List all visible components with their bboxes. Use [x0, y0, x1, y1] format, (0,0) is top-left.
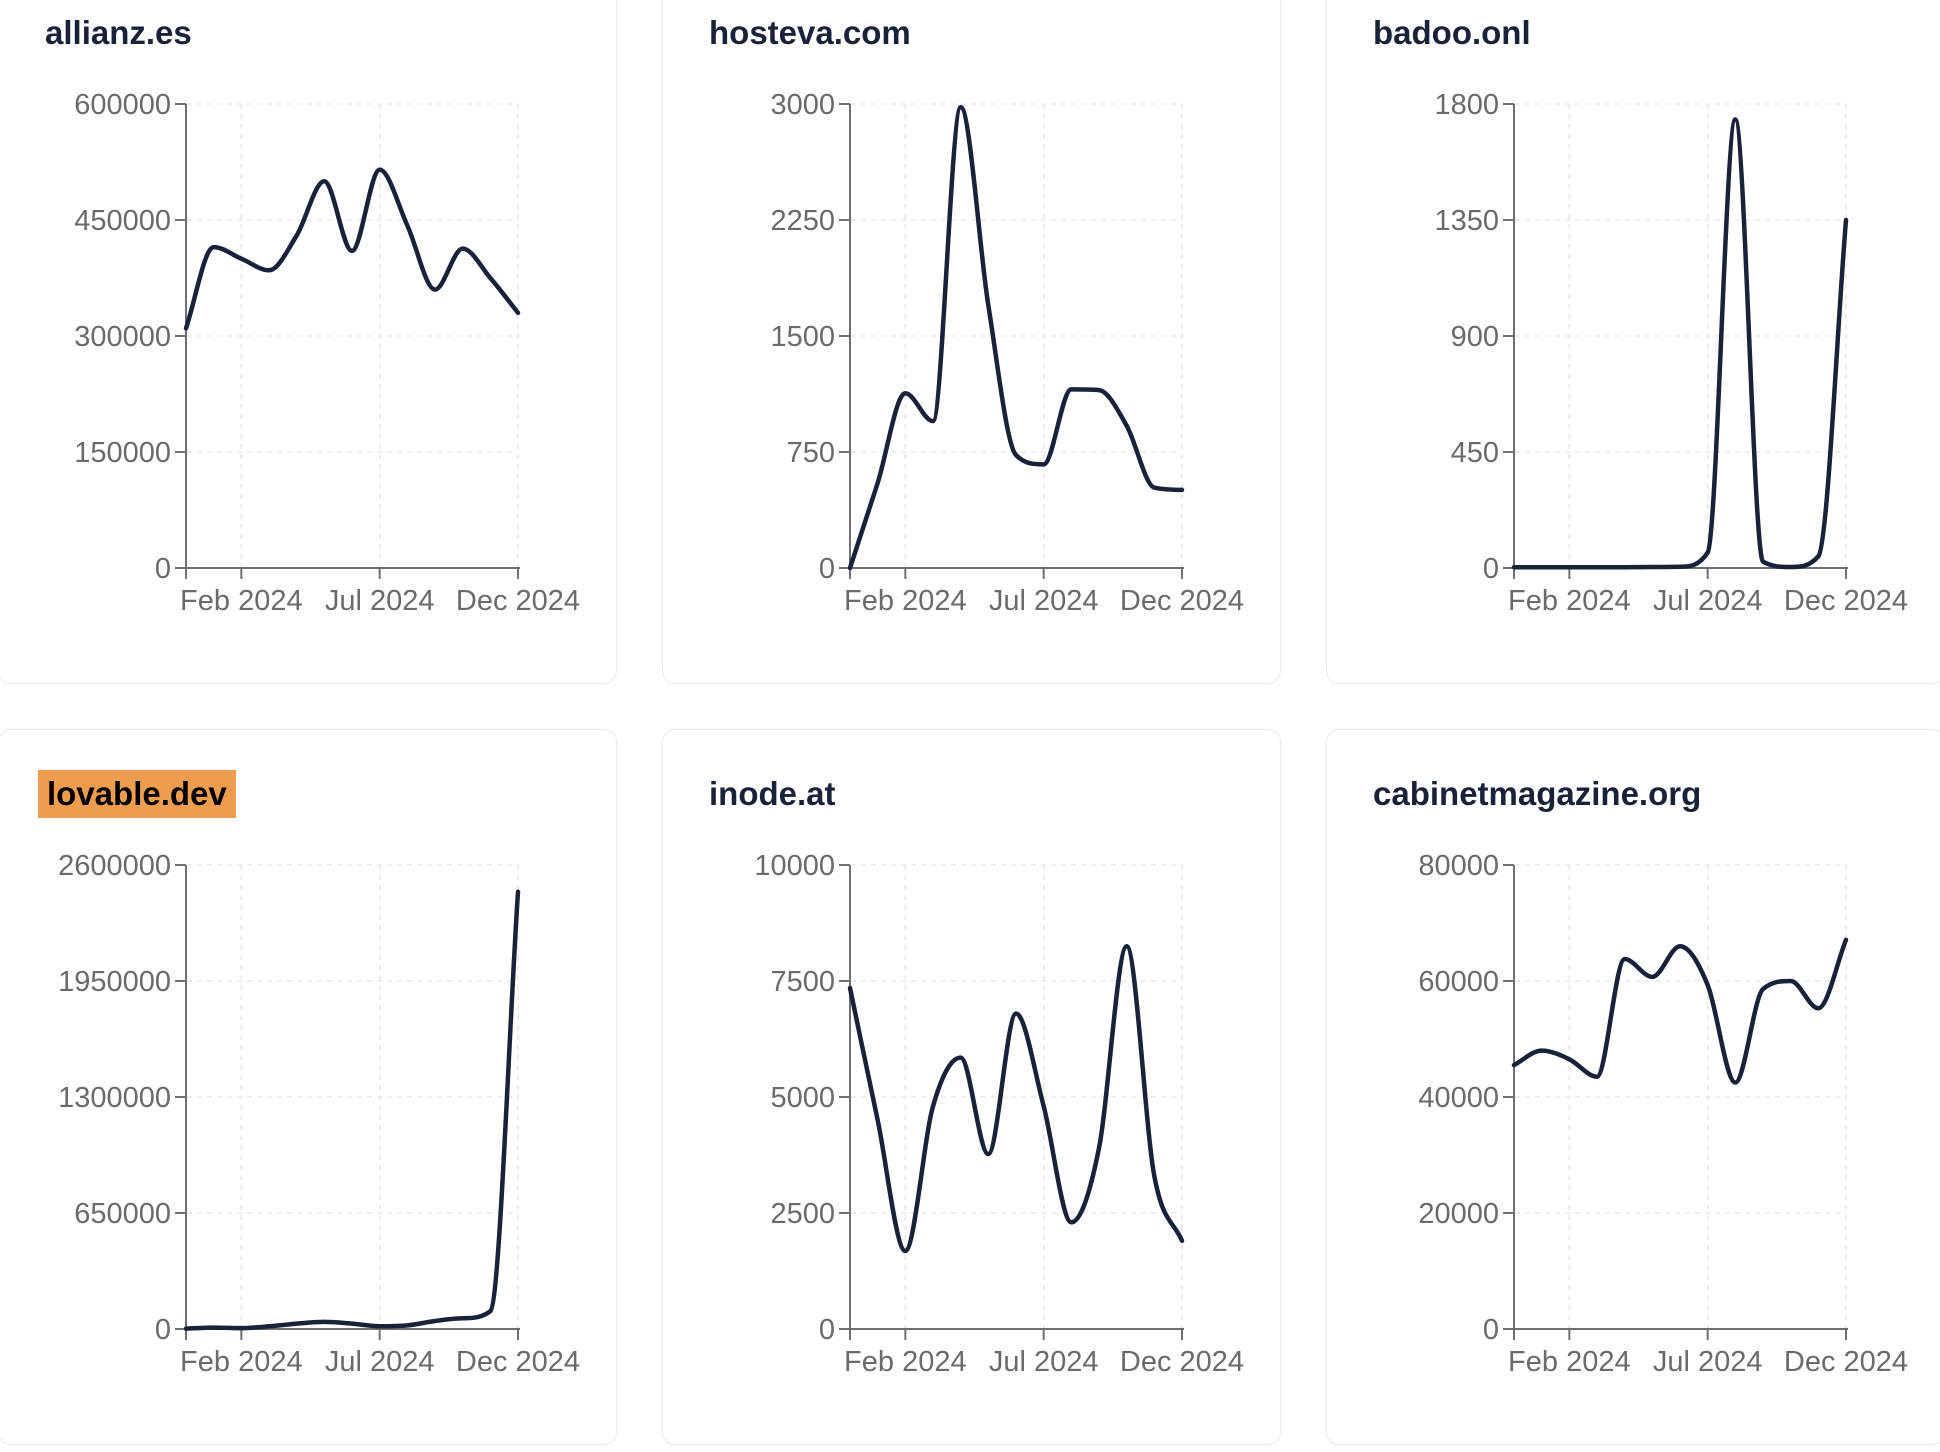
data-line: [1511, 937, 1849, 1085]
y-tick-label: 450: [1451, 437, 1499, 469]
data-line: [1511, 117, 1849, 570]
line-chart: 0 20000 40000 60000 80000 Feb 2024 Jul 2024 Dec…: [1418, 850, 1908, 1378]
chart-card: allianz.es 0 150000 300000 450000 600000 Feb …: [0, 0, 617, 684]
y-tick-label: 900: [1451, 321, 1499, 353]
y-tick-label: 150000: [74, 437, 171, 469]
x-tick-label: Jul 2024: [325, 585, 435, 617]
y-tick-label: 0: [1483, 553, 1499, 585]
chart-card: lovable.dev 0 650000 1300000 1950000 2600000…: [0, 729, 617, 1445]
y-tick-label: 0: [155, 553, 171, 585]
chart-title: allianz.es: [45, 13, 192, 53]
x-tick-label: Feb 2024: [1508, 1346, 1631, 1378]
chart-title-text: hosteva.com: [709, 14, 911, 51]
y-tick-label: 1500: [770, 321, 835, 353]
chart-card: cabinetmagazine.org 0 20000 40000 60000 8000…: [1326, 729, 1940, 1445]
line-chart: 0 450 900 1350 1800 Feb 2024 Jul 2024 Dec 2024: [1434, 89, 1908, 617]
y-tick-label: 2500: [770, 1198, 835, 1230]
y-tick-label: 1300000: [58, 1082, 171, 1114]
chart-card: hosteva.com 0 750 1500 2250 3000 Feb 2024 Jul …: [662, 0, 1281, 684]
chart-title: lovable.dev: [38, 770, 236, 818]
y-tick-label: 650000: [74, 1198, 171, 1230]
x-tick-label: Dec 2024: [456, 585, 580, 617]
chart-title: badoo.onl: [1373, 13, 1531, 53]
y-tick-label: 7500: [770, 966, 835, 998]
chart-card: badoo.onl 0 450 900 1350 1800 Feb 2024 Jul 202…: [1326, 0, 1940, 684]
y-tick-label: 600000: [74, 89, 171, 121]
y-tick-label: 0: [1483, 1314, 1499, 1346]
x-tick-label: Feb 2024: [844, 585, 967, 617]
y-tick-label: 750: [787, 437, 835, 469]
x-tick-label: Dec 2024: [1784, 585, 1908, 617]
y-tick-label: 60000: [1418, 966, 1499, 998]
y-tick-label: 20000: [1418, 1198, 1499, 1230]
x-tick-label: Feb 2024: [180, 1346, 303, 1378]
y-tick-label: 3000: [770, 89, 835, 121]
chart-title-text: badoo.onl: [1373, 14, 1531, 51]
line-chart: 0 2500 5000 7500 10000 Feb 2024 Jul 2024 Dec 20…: [754, 850, 1244, 1378]
x-tick-label: Feb 2024: [1508, 585, 1631, 617]
y-tick-label: 300000: [74, 321, 171, 353]
x-tick-label: Dec 2024: [1784, 1346, 1908, 1378]
line-chart: 0 150000 300000 450000 600000 Feb 2024 Jul 202…: [74, 89, 580, 617]
chart-title-text: allianz.es: [45, 14, 192, 51]
y-tick-label: 80000: [1418, 850, 1499, 882]
chart-title-text-highlighted: lovable.dev: [38, 770, 236, 818]
y-tick-label: 10000: [754, 850, 835, 882]
x-tick-label: Dec 2024: [1120, 585, 1244, 617]
data-line: [183, 167, 521, 331]
chart-title-text: cabinetmagazine.org: [1373, 775, 1702, 812]
x-tick-label: Feb 2024: [844, 1346, 967, 1378]
x-tick-label: Feb 2024: [180, 585, 303, 617]
x-tick-label: Dec 2024: [1120, 1346, 1244, 1378]
y-tick-label: 2250: [770, 205, 835, 237]
data-line: [847, 104, 1185, 571]
y-tick-label: 0: [155, 1314, 171, 1346]
y-tick-label: 0: [819, 1314, 835, 1346]
chart-title: hosteva.com: [709, 13, 911, 53]
data-line: [847, 943, 1185, 1254]
y-tick-label: 450000: [74, 205, 171, 237]
chart-card: inode.at 0 2500 5000 7500 10000 Feb 2024 Jul 2…: [662, 729, 1281, 1445]
x-tick-label: Jul 2024: [1653, 1346, 1763, 1378]
x-tick-label: Jul 2024: [989, 585, 1099, 617]
chart-title: inode.at: [709, 774, 836, 814]
line-chart: 0 750 1500 2250 3000 Feb 2024 Jul 2024 Dec 2024: [770, 89, 1244, 617]
x-tick-label: Dec 2024: [456, 1346, 580, 1378]
x-tick-label: Jul 2024: [325, 1346, 435, 1378]
y-tick-label: 40000: [1418, 1082, 1499, 1114]
data-line: [183, 889, 521, 1331]
y-tick-label: 1800: [1434, 89, 1499, 121]
chart-title-text: inode.at: [709, 775, 836, 812]
y-tick-label: 2600000: [58, 850, 171, 882]
chart-title: cabinetmagazine.org: [1373, 774, 1701, 814]
y-tick-label: 1950000: [58, 966, 171, 998]
line-chart: 0 650000 1300000 1950000 2600000 Feb 2024 Jul …: [58, 850, 580, 1378]
x-tick-label: Jul 2024: [1653, 585, 1763, 617]
y-tick-label: 0: [819, 553, 835, 585]
y-tick-label: 1350: [1434, 205, 1499, 237]
y-tick-label: 5000: [770, 1082, 835, 1114]
x-tick-label: Jul 2024: [989, 1346, 1099, 1378]
